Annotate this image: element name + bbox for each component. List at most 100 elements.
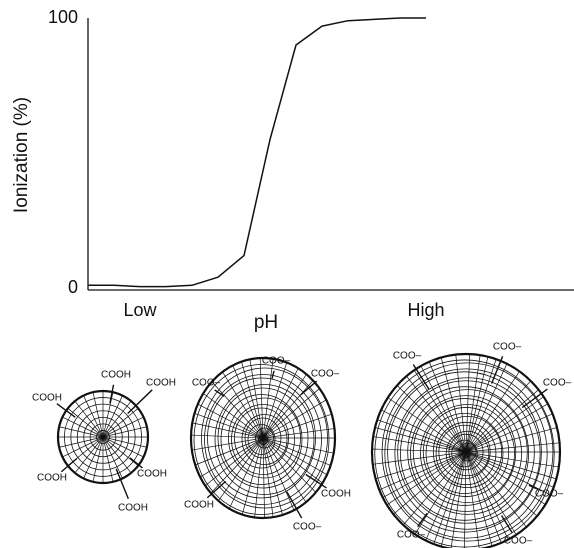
y-axis-label: Ionization (%) [11,97,32,213]
chain [412,364,430,390]
gel-label: COO– [543,378,572,389]
gel-spoke [92,392,104,438]
gel-spoke [450,451,467,548]
gel-spoke [465,442,560,453]
y-tick-label: 100 [48,7,78,27]
gel-spoke [465,451,559,468]
gel-spoke [465,451,551,496]
gel-label: COOH [32,393,62,404]
gel-spoke [406,375,467,453]
chain [490,356,504,384]
gel-spoke [465,389,539,453]
gel-spoke [102,436,132,474]
chain [286,491,303,519]
gel-spoke [262,428,335,439]
gel-spoke [465,359,497,453]
gel-spoke [465,451,493,547]
gel-spoke [232,365,264,439]
gel-spoke [102,436,123,479]
gel-spoke [372,448,467,453]
gel-spoke [374,427,467,453]
gel-spoke [102,416,144,438]
gel-label: COO– [311,369,340,380]
gel-spoke [464,451,467,548]
gel-spoke [465,396,544,453]
chain [56,403,76,418]
chain [271,370,275,380]
gel-ring [241,414,288,465]
gel-spoke [455,354,467,453]
gel-spoke [262,437,307,503]
gel-spoke [440,451,467,547]
gel-label: COOH [321,489,351,500]
gel-spoke [74,400,104,438]
gel-spoke [465,354,470,453]
gel-spoke [203,393,264,439]
x-axis-label: pH [254,312,278,333]
gel-spoke [241,361,264,439]
gel-spoke [102,426,147,438]
gel-spoke [228,437,264,509]
gel-label: COO– [493,342,522,353]
gel-spoke [262,437,295,511]
gel-spoke [262,437,283,516]
gel-spoke [102,408,139,438]
gel-spoke [195,437,264,466]
chain [417,512,428,528]
gel-spoke [241,437,264,515]
gel-spoke [465,451,546,505]
gel-spoke [377,419,467,453]
chain [127,389,153,414]
gel-spoke [465,413,553,453]
gel-spoke [262,437,274,518]
gel-spoke [262,437,317,493]
gel-spoke [465,451,509,540]
gel-spoke [192,422,264,439]
microgel: COO– COO– COO– COO– COO– COO– [370,342,572,548]
gel-spoke [465,355,481,453]
chain [206,480,227,499]
gel-spoke [465,451,502,543]
x-tick-label: High [407,300,444,320]
gel-spoke [465,371,520,453]
gel-spoke [62,416,104,438]
gel-spoke [465,451,527,528]
gel-spoke [254,437,264,518]
gel-spoke [433,451,467,545]
gel-spoke [262,437,331,466]
gel-spoke [259,358,264,439]
gel-spoke [465,451,480,548]
gel-spoke [249,359,264,439]
gel-spoke [59,436,104,448]
gel-spoke [425,451,467,541]
gel-label: COO– [192,378,221,389]
gel-spoke [74,436,104,474]
gel-spoke [59,426,104,438]
gel-ring [445,430,490,477]
x-tick-label: Low [123,300,157,320]
gel-spoke [205,437,264,487]
gel-spoke [380,409,467,453]
gel-spoke [218,437,264,502]
gel-label: COO– [393,351,422,362]
gel-spoke [387,397,467,453]
gel-spoke [262,437,334,454]
gel-spoke [102,436,144,458]
gel-ring [425,413,504,494]
gel-spoke [92,436,104,482]
gel-ring [214,384,315,495]
gel-label: COOH [137,469,167,480]
gel-spoke [393,451,467,515]
gel-spoke [210,437,264,494]
gel-spoke [262,437,265,518]
gel-spoke [262,380,314,439]
gel-spoke [102,400,132,438]
gel-label: COO– [504,536,533,547]
gel-spoke [375,451,467,480]
gel-label: COO– [535,489,564,500]
gel-spoke [83,395,104,438]
gel-spoke [67,408,104,438]
chain [300,380,318,396]
chain [129,457,143,469]
